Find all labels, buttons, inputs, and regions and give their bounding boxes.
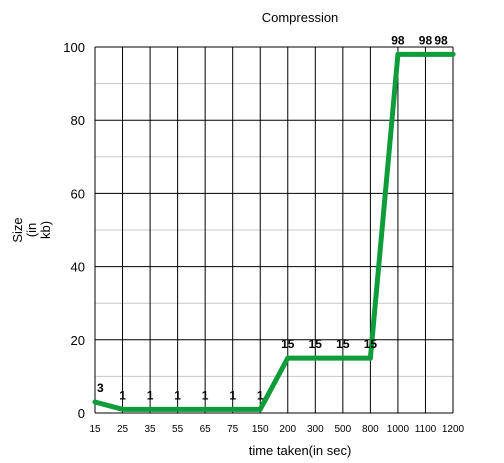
x-tick-label: 800 <box>362 424 379 435</box>
y-tick-label: 20 <box>71 333 85 348</box>
data-point <box>257 406 263 412</box>
x-tick-label: 75 <box>227 424 239 435</box>
x-tick-label: 15 <box>89 424 101 435</box>
data-label: 15 <box>309 337 323 351</box>
data-point <box>230 406 236 412</box>
data-point <box>120 406 126 412</box>
data-label: 15 <box>281 337 295 351</box>
data-label: 98 <box>434 33 448 47</box>
data-label: 98 <box>391 33 405 47</box>
data-point <box>92 399 98 405</box>
y-axis-title-group: Size (in kb) <box>10 217 53 242</box>
data-point <box>367 355 373 361</box>
grid <box>94 46 454 414</box>
data-label: 1 <box>174 388 181 402</box>
x-tick-label: 35 <box>145 424 157 435</box>
x-tick-label: 500 <box>335 424 352 435</box>
y-tick-label: 60 <box>71 186 85 201</box>
series-layer <box>92 51 456 412</box>
x-tick-label: 1200 <box>442 424 465 435</box>
x-tick-label: 150 <box>252 424 269 435</box>
x-tick-label: 1000 <box>387 424 410 435</box>
x-tick-label: 25 <box>117 424 129 435</box>
data-point <box>395 51 401 57</box>
data-point <box>147 406 153 412</box>
y-tick-label: 40 <box>71 260 85 275</box>
x-tick-label: 55 <box>172 424 184 435</box>
data-label: 1 <box>229 388 236 402</box>
data-label: 15 <box>336 337 350 351</box>
y-tick-label: 100 <box>63 40 85 55</box>
x-axis-ticks: 15 25 35 55 65 75 150 200 300 500 800 1000 1100 1200 <box>89 424 464 435</box>
data-point <box>285 355 291 361</box>
x-tick-label: 1100 <box>415 424 437 435</box>
data-point <box>202 406 208 412</box>
y-axis-title-line: (in <box>24 223 39 237</box>
y-axis-title: Size (in kb) <box>10 217 53 242</box>
series-line <box>92 51 456 412</box>
y-axis-ticks: 0 20 40 60 80 100 <box>63 40 85 421</box>
data-point <box>340 355 346 361</box>
y-tick-label: 0 <box>78 406 85 421</box>
y-tick-label: 80 <box>71 113 85 128</box>
y-axis-title-line: kb) <box>38 221 53 239</box>
x-tick-label: 200 <box>279 424 296 435</box>
chart-title: Compression <box>262 10 339 25</box>
data-point <box>450 51 456 57</box>
data-label: 15 <box>364 337 378 351</box>
x-axis-title: time taken(in sec) <box>249 443 352 458</box>
data-point <box>422 51 428 57</box>
data-label: 1 <box>119 388 126 402</box>
data-label: 3 <box>97 381 104 395</box>
x-tick-label: 65 <box>200 424 212 435</box>
x-tick-label: 300 <box>307 424 324 435</box>
data-label: 1 <box>257 388 264 402</box>
data-point <box>175 406 181 412</box>
data-label: 1 <box>147 388 154 402</box>
y-axis-title-line: Size <box>10 217 25 242</box>
data-label: 98 <box>419 33 433 47</box>
data-point <box>312 355 318 361</box>
data-label: 1 <box>202 388 209 402</box>
